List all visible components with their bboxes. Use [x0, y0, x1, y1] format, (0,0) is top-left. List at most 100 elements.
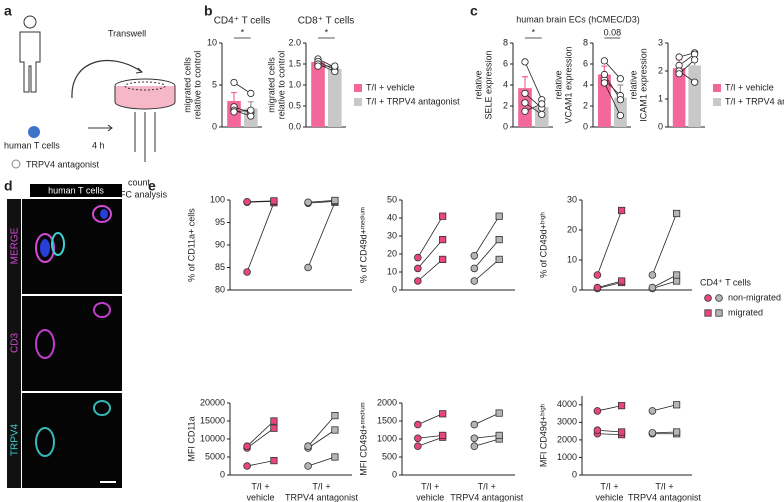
data-point	[270, 424, 278, 432]
pair-line	[597, 282, 622, 289]
y-tick-label: 1.0	[288, 79, 301, 89]
y-axis-label: relative	[553, 70, 563, 99]
bar	[672, 68, 686, 127]
y-axis-label: SELE expression	[483, 50, 493, 119]
y-tick-label: 3000	[557, 417, 577, 427]
data-point	[247, 112, 255, 120]
data-point	[439, 410, 447, 418]
significance: *	[325, 27, 329, 37]
x-tick-label: T/I +	[600, 481, 618, 491]
pair-line	[247, 200, 274, 203]
bar	[688, 65, 701, 127]
pair-line	[604, 60, 621, 79]
data-point	[495, 212, 503, 220]
data-point	[331, 196, 339, 205]
legend-label: migrated	[728, 307, 763, 317]
y-tick-label: 2000	[557, 434, 577, 444]
pair-line	[474, 239, 500, 269]
pair-line	[597, 433, 622, 436]
x-tick-label: T/I +	[655, 481, 673, 491]
y-axis-label: % of CD49d+ʰⁱᵍʰ	[538, 212, 548, 278]
channel-label: TRPV4	[10, 423, 21, 456]
data-point	[600, 70, 609, 79]
data-point	[618, 402, 626, 410]
diagram-label: TRPV4 antagonist	[26, 159, 100, 169]
data-point	[439, 255, 447, 264]
x-tick-label: TRPV4 antagonist	[628, 492, 702, 502]
legend-label: T/I + TRPV4 antagonist	[366, 96, 460, 106]
data-point	[616, 75, 624, 83]
data-point	[538, 100, 546, 108]
pair-line	[652, 213, 677, 276]
pair-line	[474, 438, 500, 447]
bar	[597, 74, 611, 127]
data-point	[414, 434, 422, 443]
y-tick-label: 6	[583, 58, 588, 68]
legend-swatch	[713, 98, 721, 106]
diagram-label: count	[128, 177, 151, 187]
data-point	[270, 456, 278, 465]
y-tick-label: 4	[503, 79, 508, 89]
y-axis-label: relative	[473, 70, 483, 99]
pair-line	[524, 61, 543, 100]
legend-marker	[715, 294, 723, 302]
image-header-box	[30, 184, 122, 197]
data-point	[470, 277, 479, 285]
pair-line	[652, 280, 677, 289]
y-tick-label: 0	[503, 121, 508, 131]
y-tick-label: 20	[387, 248, 397, 258]
y-tick-label: 2	[583, 100, 588, 110]
data-point	[270, 417, 278, 425]
pair-line	[597, 429, 622, 433]
significance: 0.08	[604, 27, 622, 37]
significance: *	[532, 27, 536, 37]
y-tick-label: 20	[567, 224, 577, 234]
y-axis-label: MFI CD49d+ʰⁱᵍʰ	[538, 403, 548, 467]
data-point	[414, 420, 422, 429]
legend-marker	[704, 309, 712, 317]
pair-line	[597, 280, 622, 288]
y-axis-label: MFI CD11a	[186, 416, 196, 461]
x-tick-label: vehicle	[595, 492, 623, 502]
legend-swatch	[713, 84, 721, 92]
pair-line	[308, 200, 335, 204]
y-tick-label: 30	[567, 194, 577, 204]
pair-line	[597, 405, 622, 412]
x-tick-label: TRPV4 antagonist	[450, 492, 524, 502]
data-point	[673, 209, 681, 218]
diagram-label: FC analysis	[120, 189, 168, 199]
y-axis-label: relative to control	[192, 51, 202, 120]
data-point	[470, 420, 479, 429]
bar	[328, 69, 342, 127]
pair-line	[652, 404, 677, 412]
data-point	[648, 271, 657, 279]
pair-line	[473, 215, 500, 257]
y-tick-label: 2	[503, 100, 508, 110]
x-tick-label: T/I +	[251, 481, 269, 491]
x-tick-label: T/I +	[312, 481, 330, 491]
y-tick-label: 2000	[377, 397, 397, 407]
data-point	[230, 78, 238, 87]
data-point	[247, 106, 255, 114]
data-point	[673, 428, 681, 436]
panel-letter: d	[4, 178, 13, 194]
legend-swatch	[354, 84, 362, 92]
panel-letter: a	[4, 3, 12, 19]
y-tick-label: 8	[583, 37, 588, 47]
pair-line	[474, 435, 500, 439]
data-point	[331, 62, 339, 70]
pair-line	[246, 202, 275, 273]
pair-line	[246, 427, 275, 449]
pair-line	[417, 436, 443, 447]
data-point	[414, 277, 422, 285]
error-bar	[522, 76, 528, 89]
pair-line	[307, 429, 336, 449]
data-point	[304, 462, 312, 470]
legend-label: T/I + vehicle	[725, 82, 774, 92]
y-tick-label: 8	[503, 37, 508, 47]
data-point	[439, 431, 447, 440]
y-tick-label: 5	[212, 79, 217, 89]
data-point	[593, 426, 602, 435]
y-tick-label: 0	[572, 469, 577, 479]
